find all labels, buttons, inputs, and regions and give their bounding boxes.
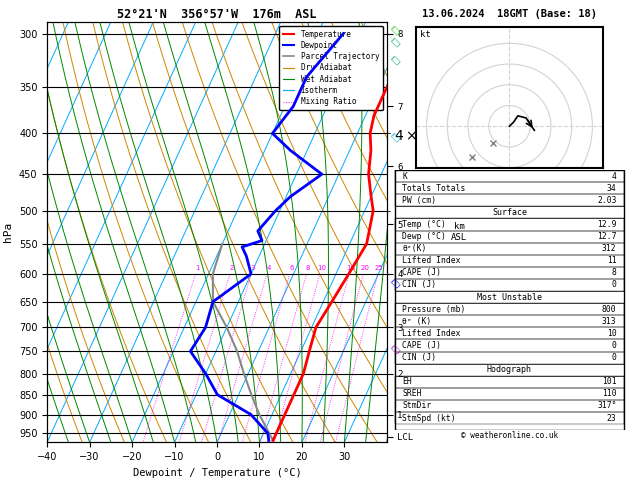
Text: θᵉ (K): θᵉ (K) (403, 317, 431, 326)
Bar (396, 243, 623, 255)
Text: Dewp (°C): Dewp (°C) (403, 232, 447, 241)
Text: 34: 34 (607, 184, 616, 193)
Text: ⫶: ⫶ (390, 277, 401, 288)
Text: 4: 4 (267, 265, 271, 271)
Bar (396, 400, 623, 412)
Bar (396, 376, 623, 388)
Bar (396, 303, 623, 315)
Bar (396, 279, 623, 291)
Text: 13.06.2024  18GMT (Base: 18): 13.06.2024 18GMT (Base: 18) (422, 9, 597, 19)
Text: Most Unstable: Most Unstable (477, 293, 542, 302)
Text: CAPE (J): CAPE (J) (403, 268, 442, 278)
Bar (396, 182, 623, 194)
Text: Totals Totals: Totals Totals (403, 184, 466, 193)
Y-axis label: km
ASL: km ASL (451, 223, 467, 242)
Text: 1: 1 (195, 265, 200, 271)
X-axis label: Dewpoint / Temperature (°C): Dewpoint / Temperature (°C) (133, 468, 301, 478)
Text: 10: 10 (607, 329, 616, 338)
Text: Pressure (mb): Pressure (mb) (403, 305, 466, 313)
Text: 12.7: 12.7 (597, 232, 616, 241)
Bar (396, 255, 623, 267)
Text: 0: 0 (611, 353, 616, 362)
Text: 10: 10 (317, 265, 326, 271)
Text: Lifted Index: Lifted Index (403, 256, 461, 265)
Text: 101: 101 (602, 377, 616, 386)
Text: ⫶: ⫶ (390, 23, 401, 35)
Text: PW (cm): PW (cm) (403, 196, 437, 205)
Bar (396, 267, 623, 279)
Text: 23: 23 (607, 414, 616, 422)
Text: 0: 0 (611, 280, 616, 290)
Text: 11: 11 (607, 256, 616, 265)
Bar (396, 388, 623, 400)
Text: 110: 110 (602, 389, 616, 399)
Text: K: K (403, 172, 408, 181)
Bar (396, 364, 623, 376)
Bar (396, 351, 623, 364)
Bar (396, 194, 623, 207)
Text: 2.03: 2.03 (597, 196, 616, 205)
Text: CIN (J): CIN (J) (403, 353, 437, 362)
Bar (396, 327, 623, 339)
Text: 800: 800 (602, 305, 616, 313)
Text: 20: 20 (360, 265, 369, 271)
Text: EH: EH (403, 377, 412, 386)
Text: 6: 6 (289, 265, 294, 271)
Text: 3: 3 (251, 265, 255, 271)
Y-axis label: hPa: hPa (3, 222, 13, 242)
Text: Temp (°C): Temp (°C) (403, 220, 447, 229)
Bar (396, 170, 623, 182)
Text: 16: 16 (346, 265, 355, 271)
Text: CIN (J): CIN (J) (403, 280, 437, 290)
Text: 0: 0 (611, 341, 616, 350)
Bar (396, 219, 623, 230)
Text: 2: 2 (230, 265, 234, 271)
Bar (396, 291, 623, 303)
Text: kt: kt (420, 30, 431, 39)
Text: Hodograph: Hodograph (487, 365, 532, 374)
Text: © weatheronline.co.uk: © weatheronline.co.uk (461, 431, 558, 440)
Text: SREH: SREH (403, 389, 422, 399)
Text: StmDir: StmDir (403, 401, 431, 410)
Bar (396, 412, 623, 424)
Bar (396, 230, 623, 243)
Text: 4: 4 (611, 172, 616, 181)
Text: ⫶: ⫶ (390, 343, 401, 354)
Text: ⫶: ⫶ (390, 131, 401, 142)
Text: 8: 8 (306, 265, 311, 271)
Text: ⫶: ⫶ (390, 54, 401, 65)
Text: 8: 8 (611, 268, 616, 278)
Bar (396, 315, 623, 327)
Text: Lifted Index: Lifted Index (403, 329, 461, 338)
Text: 313: 313 (602, 317, 616, 326)
Text: 317°: 317° (597, 401, 616, 410)
Text: 25: 25 (375, 265, 384, 271)
Title: 52°21'N  356°57'W  176m  ASL: 52°21'N 356°57'W 176m ASL (117, 8, 317, 21)
Text: Surface: Surface (492, 208, 527, 217)
Text: CAPE (J): CAPE (J) (403, 341, 442, 350)
Bar (396, 339, 623, 351)
Text: ⫶: ⫶ (390, 36, 401, 48)
Text: StmSpd (kt): StmSpd (kt) (403, 414, 456, 422)
Text: θᵉ(K): θᵉ(K) (403, 244, 427, 253)
Legend: Temperature, Dewpoint, Parcel Trajectory, Dry Adiabat, Wet Adiabat, Isotherm, Mi: Temperature, Dewpoint, Parcel Trajectory… (279, 26, 383, 110)
Text: 312: 312 (602, 244, 616, 253)
Bar (396, 207, 623, 219)
Text: 12.9: 12.9 (597, 220, 616, 229)
